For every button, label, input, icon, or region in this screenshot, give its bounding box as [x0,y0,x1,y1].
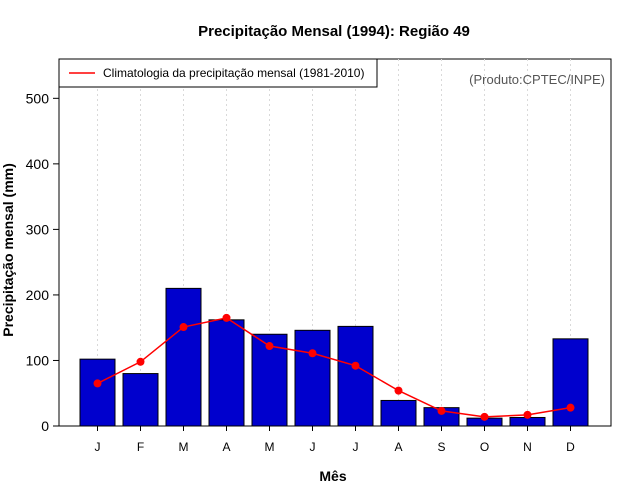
bar-2 [165,287,202,427]
bar-11 [552,338,589,427]
x-tick-label-2: M [179,440,189,454]
climatology-point-1 [136,357,145,366]
bar-1 [122,373,159,427]
y-axis-title: Precipitação mensal (mm) [0,163,16,337]
bar-5 [294,329,331,427]
bar-series [79,287,589,427]
bar-7 [380,399,417,427]
bar-6 [337,325,374,427]
plot-area-frame [58,58,612,427]
climatology-line [97,317,571,418]
x-tick-label-4: M [265,440,275,454]
y-tick-label: 100 [26,352,50,368]
x-tick-label-9: O [480,440,489,454]
climatology-point-9 [480,412,489,421]
climatology-point-8 [437,406,446,415]
credit-label: (Produto:CPTEC/INPE) [469,72,605,87]
x-tick-label-8: S [437,440,445,454]
climatology-point-11 [566,403,575,412]
x-tick-label-11: D [566,440,575,454]
bar-0 [79,358,116,427]
x-tick-label-7: A [394,440,402,454]
y-tick-label: 300 [26,221,50,237]
x-tick-label-0: J [95,440,101,454]
climatology-point-6 [351,361,360,370]
x-tick-label-10: N [523,440,532,454]
climatology-point-10 [523,410,532,419]
climatology-point-4 [265,342,274,351]
x-tick-label-1: F [137,440,144,454]
legend-box [58,58,378,88]
x-tick-label-5: J [310,440,316,454]
y-tick-label: 500 [26,90,50,106]
chart-title: Precipitação Mensal (1994): Região 49 [198,23,470,40]
climatology-point-5 [308,349,317,358]
y-tick-label: 0 [41,418,49,434]
x-axis-title: Mês [319,468,346,484]
y-tick-label: 400 [26,156,50,172]
legend: Climatologia da precipitação mensal (198… [58,58,378,88]
y-axis: 0 100 200 300 400 500 [26,90,59,434]
legend-entry-climatology: Climatologia da precipitação mensal (198… [103,66,364,80]
y-tick-label: 200 [26,287,50,303]
x-tick-label-3: A [222,440,230,454]
x-tick-label-6: J [353,440,359,454]
climatology-point-0 [93,379,102,388]
bar-3 [208,319,245,427]
climatology-point-2 [179,323,188,332]
climatology-point-7 [394,386,403,395]
climatology-point-3 [222,313,231,322]
climatology-line-series [93,313,575,421]
